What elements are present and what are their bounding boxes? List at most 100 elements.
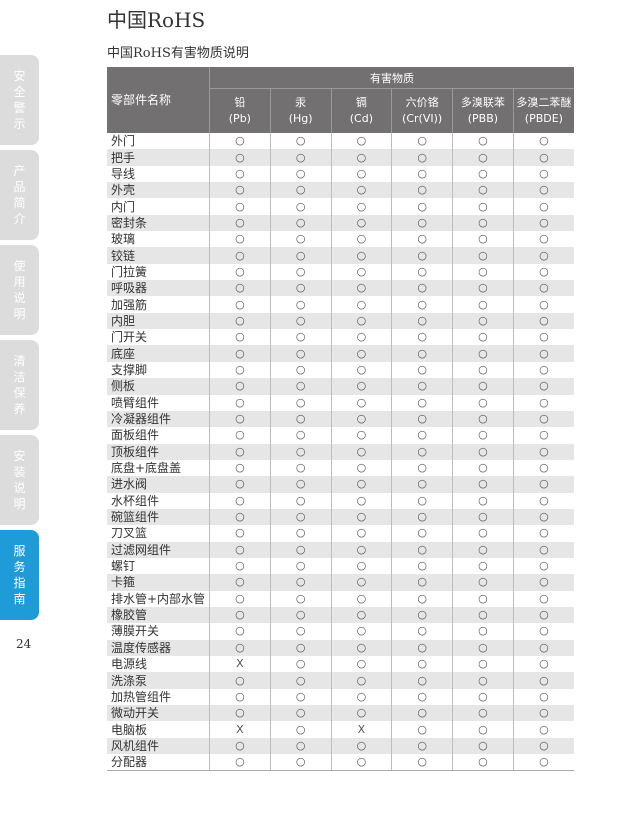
- table-row: 内门 ○ ○ ○ ○ ○ ○: [107, 198, 574, 215]
- within-limit-mark: ○: [452, 737, 514, 755]
- within-limit-mark: ○: [391, 557, 453, 575]
- part-name: 微动开关: [107, 705, 210, 722]
- within-limit-mark: ○: [391, 688, 453, 706]
- within-limit-mark: ○: [209, 280, 271, 297]
- table-row: 把手 ○ ○ ○ ○ ○ ○: [107, 149, 574, 166]
- table-row: 支撑脚 ○ ○ ○ ○ ○ ○: [107, 361, 574, 379]
- within-limit-mark: ○: [209, 541, 271, 558]
- within-limit-mark: ○: [330, 737, 392, 755]
- within-limit-mark: ○: [512, 198, 574, 215]
- within-limit-mark: ○: [269, 737, 331, 755]
- within-limit-mark: ○: [330, 525, 392, 542]
- within-limit-mark: ○: [512, 574, 574, 591]
- substance-header: 铅 (Pb): [209, 88, 271, 133]
- within-limit-mark: ○: [209, 312, 271, 330]
- within-limit-mark: ○: [209, 214, 271, 232]
- sidebar-tab-2[interactable]: 使用说明: [0, 245, 39, 335]
- part-name: 薄膜开关: [111, 624, 160, 639]
- sidebar-tab-label: 产品简介: [13, 164, 26, 226]
- within-limit-mark: ○: [209, 754, 271, 772]
- within-limit-mark: ○: [512, 410, 574, 428]
- within-limit-mark: ○: [512, 557, 574, 575]
- substance-name: 六价铬: [405, 96, 439, 109]
- within-limit-mark: ○: [452, 133, 514, 150]
- within-limit-mark: ○: [452, 754, 514, 772]
- part-name: 加强筋: [111, 297, 148, 312]
- sidebar-tab-0[interactable]: 安全警示: [0, 55, 39, 145]
- sidebar-tab-1[interactable]: 产品简介: [0, 150, 39, 240]
- substance-name: 多溴联苯: [460, 96, 505, 109]
- table-row: 风机组件 ○ ○ ○ ○ ○ ○: [107, 737, 574, 755]
- within-limit-mark: ○: [452, 410, 514, 428]
- substance-name: 汞: [295, 96, 307, 109]
- table-row: 刀叉篮 ○ ○ ○ ○ ○ ○: [107, 525, 574, 542]
- sidebar-tab-3[interactable]: 清洁保养: [0, 340, 39, 430]
- substance-header: 多溴联苯 (PBB): [452, 88, 514, 133]
- part-name: 风机组件: [107, 737, 210, 755]
- within-limit-mark: ○: [512, 394, 574, 411]
- within-limit-mark: ○: [512, 606, 574, 624]
- within-limit-mark: ○: [269, 721, 331, 738]
- table-row: 螺钉 ○ ○ ○ ○ ○ ○: [107, 557, 574, 575]
- within-limit-mark: ○: [330, 296, 392, 313]
- page-title: 中国RoHS: [107, 8, 206, 32]
- within-limit-mark: ○: [209, 737, 271, 755]
- part-name: 碗篮组件: [107, 508, 210, 526]
- within-limit-mark: ○: [391, 574, 453, 591]
- exceeds-limit-mark: X: [209, 721, 271, 738]
- within-limit-mark: ○: [391, 721, 453, 738]
- within-limit-mark: ○: [269, 672, 331, 689]
- within-limit-mark: ○: [269, 198, 331, 215]
- part-name: 加热管组件: [111, 689, 172, 704]
- part-name: 呼吸器: [107, 280, 210, 297]
- within-limit-mark: ○: [391, 443, 453, 460]
- within-limit-mark: ○: [391, 345, 453, 362]
- sidebar-tab-label: 安全警示: [13, 69, 26, 131]
- page-number: 24: [16, 637, 32, 651]
- within-limit-mark: ○: [269, 361, 331, 379]
- table-row: 卡箍 ○ ○ ○ ○ ○ ○: [107, 574, 574, 591]
- table-row: 微动开关 ○ ○ ○ ○ ○ ○: [107, 705, 574, 722]
- part-name: 橡胶管: [107, 606, 210, 624]
- within-limit-mark: ○: [330, 492, 392, 509]
- within-limit-mark: ○: [209, 394, 271, 411]
- part-name: 刀叉篮: [111, 526, 148, 541]
- table-row: 喷臂组件 ○ ○ ○ ○ ○ ○: [107, 394, 574, 411]
- within-limit-mark: ○: [512, 312, 574, 330]
- within-limit-mark: ○: [209, 557, 271, 575]
- within-limit-mark: ○: [209, 329, 271, 346]
- part-name: 内门: [111, 199, 136, 214]
- within-limit-mark: ○: [391, 590, 453, 607]
- within-limit-mark: ○: [209, 606, 271, 624]
- within-limit-mark: ○: [391, 231, 453, 248]
- within-limit-mark: ○: [391, 508, 453, 526]
- within-limit-mark: ○: [330, 427, 392, 444]
- within-limit-mark: ○: [209, 459, 271, 477]
- within-limit-mark: ○: [269, 263, 331, 281]
- within-limit-mark: ○: [452, 705, 514, 722]
- sidebar-tab-5[interactable]: 服务指南: [0, 530, 39, 620]
- substance-header: 汞 (Hg): [269, 88, 331, 133]
- within-limit-mark: ○: [330, 345, 392, 362]
- table-row: 外壳 ○ ○ ○ ○ ○ ○: [107, 182, 574, 199]
- within-limit-mark: ○: [452, 492, 514, 509]
- within-limit-mark: ○: [452, 231, 514, 248]
- within-limit-mark: ○: [452, 656, 514, 673]
- within-limit-mark: ○: [269, 443, 331, 460]
- within-limit-mark: ○: [512, 280, 574, 297]
- within-limit-mark: ○: [330, 149, 392, 166]
- substance-name: 镉: [355, 96, 367, 109]
- within-limit-mark: ○: [269, 606, 331, 624]
- within-limit-mark: ○: [330, 263, 392, 281]
- within-limit-mark: ○: [330, 410, 392, 428]
- within-limit-mark: ○: [452, 672, 514, 689]
- within-limit-mark: ○: [452, 639, 514, 656]
- within-limit-mark: ○: [269, 623, 331, 640]
- within-limit-mark: ○: [330, 476, 392, 493]
- sidebar-tab-label: 清洁保养: [13, 354, 26, 416]
- within-limit-mark: ○: [512, 754, 574, 772]
- sidebar-tab-4[interactable]: 安装说明: [0, 435, 39, 525]
- within-limit-mark: ○: [330, 688, 392, 706]
- within-limit-mark: ○: [391, 623, 453, 640]
- within-limit-mark: ○: [209, 231, 271, 248]
